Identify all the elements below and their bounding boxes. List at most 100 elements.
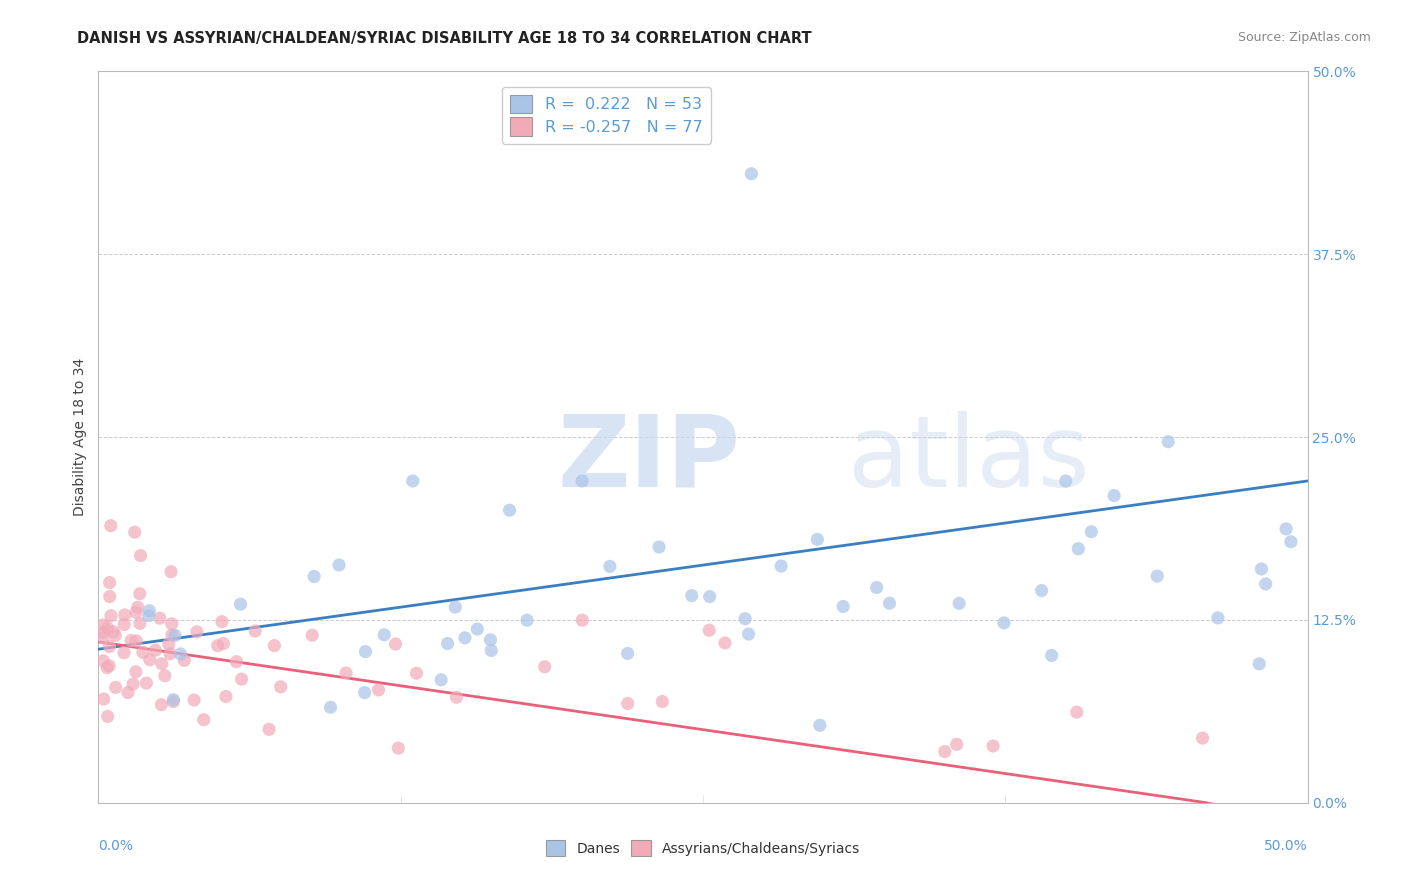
Text: Source: ZipAtlas.com: Source: ZipAtlas.com (1237, 31, 1371, 45)
Text: DANISH VS ASSYRIAN/CHALDEAN/SYRIAC DISABILITY AGE 18 TO 34 CORRELATION CHART: DANISH VS ASSYRIAN/CHALDEAN/SYRIAC DISAB… (77, 31, 811, 46)
Point (160, 565, 183, 579)
Point (117, 685, 139, 699)
Point (1031, 583, 1053, 598)
Point (212, 636, 235, 650)
Point (405, 666, 427, 681)
Point (193, 713, 215, 727)
Point (328, 558, 350, 572)
Point (263, 639, 285, 653)
Point (104, 628, 127, 642)
Point (1080, 524, 1102, 539)
Point (533, 660, 555, 674)
Point (934, 745, 956, 759)
Point (373, 628, 395, 642)
Point (96, 621, 118, 635)
Point (173, 653, 195, 667)
Point (257, 723, 280, 737)
Point (479, 632, 502, 647)
Point (866, 581, 889, 595)
Point (948, 596, 970, 610)
Point (1191, 731, 1213, 745)
Point (149, 611, 172, 625)
Point (993, 615, 1015, 630)
Point (96, 660, 118, 674)
Legend: Danes, Assyrians/Chaldeans/Syriacs: Danes, Assyrians/Chaldeans/Syriacs (540, 835, 866, 862)
Point (159, 647, 181, 661)
Point (112, 646, 135, 660)
Point (444, 600, 467, 615)
Point (446, 690, 468, 705)
Point (91, 618, 114, 632)
Point (1146, 569, 1168, 583)
Point (740, 167, 762, 181)
Point (1206, 611, 1229, 625)
Point (100, 518, 122, 533)
Point (367, 682, 389, 697)
Point (125, 633, 148, 648)
Point (436, 636, 458, 650)
Point (1067, 541, 1090, 556)
Point (138, 604, 160, 618)
Point (145, 643, 167, 657)
Point (169, 647, 191, 661)
Point (1102, 489, 1125, 503)
Point (1279, 534, 1302, 549)
Point (1254, 577, 1277, 591)
Point (1275, 522, 1298, 536)
Point (301, 628, 323, 642)
Point (384, 637, 406, 651)
Point (128, 587, 150, 601)
Point (120, 633, 142, 648)
Point (335, 665, 357, 680)
Text: 50.0%: 50.0% (1264, 839, 1308, 854)
Point (479, 643, 502, 657)
Point (163, 628, 186, 642)
Point (129, 549, 152, 563)
Point (516, 613, 538, 627)
Point (1066, 705, 1088, 719)
Point (270, 680, 292, 694)
Point (832, 599, 855, 614)
Point (616, 697, 638, 711)
Point (135, 676, 157, 690)
Point (1249, 657, 1271, 671)
Point (153, 669, 176, 683)
Point (138, 608, 160, 623)
Point (465, 622, 488, 636)
Point (97, 709, 120, 723)
Point (93, 692, 115, 706)
Point (91, 654, 114, 668)
Point (387, 741, 409, 756)
Point (125, 665, 148, 679)
Point (648, 540, 671, 554)
Point (225, 655, 247, 669)
Point (353, 685, 375, 699)
Point (243, 624, 266, 638)
Point (125, 605, 148, 619)
Point (681, 589, 703, 603)
Point (1157, 434, 1180, 449)
Point (806, 533, 828, 547)
Point (697, 624, 720, 638)
Point (162, 692, 184, 706)
Point (112, 617, 135, 632)
Point (599, 559, 621, 574)
Point (124, 525, 146, 540)
Point (498, 503, 520, 517)
Point (127, 600, 149, 615)
Point (98, 658, 121, 673)
Point (1054, 474, 1077, 488)
Point (945, 737, 967, 751)
Text: 0.0%: 0.0% (98, 839, 134, 854)
Point (139, 653, 162, 667)
Point (207, 639, 229, 653)
Point (1040, 648, 1063, 663)
Point (186, 624, 208, 639)
Text: atlas: atlas (848, 410, 1090, 508)
Point (430, 673, 453, 687)
Point (162, 694, 184, 708)
Point (160, 616, 183, 631)
Point (128, 616, 150, 631)
Point (215, 690, 238, 704)
Point (571, 613, 593, 627)
